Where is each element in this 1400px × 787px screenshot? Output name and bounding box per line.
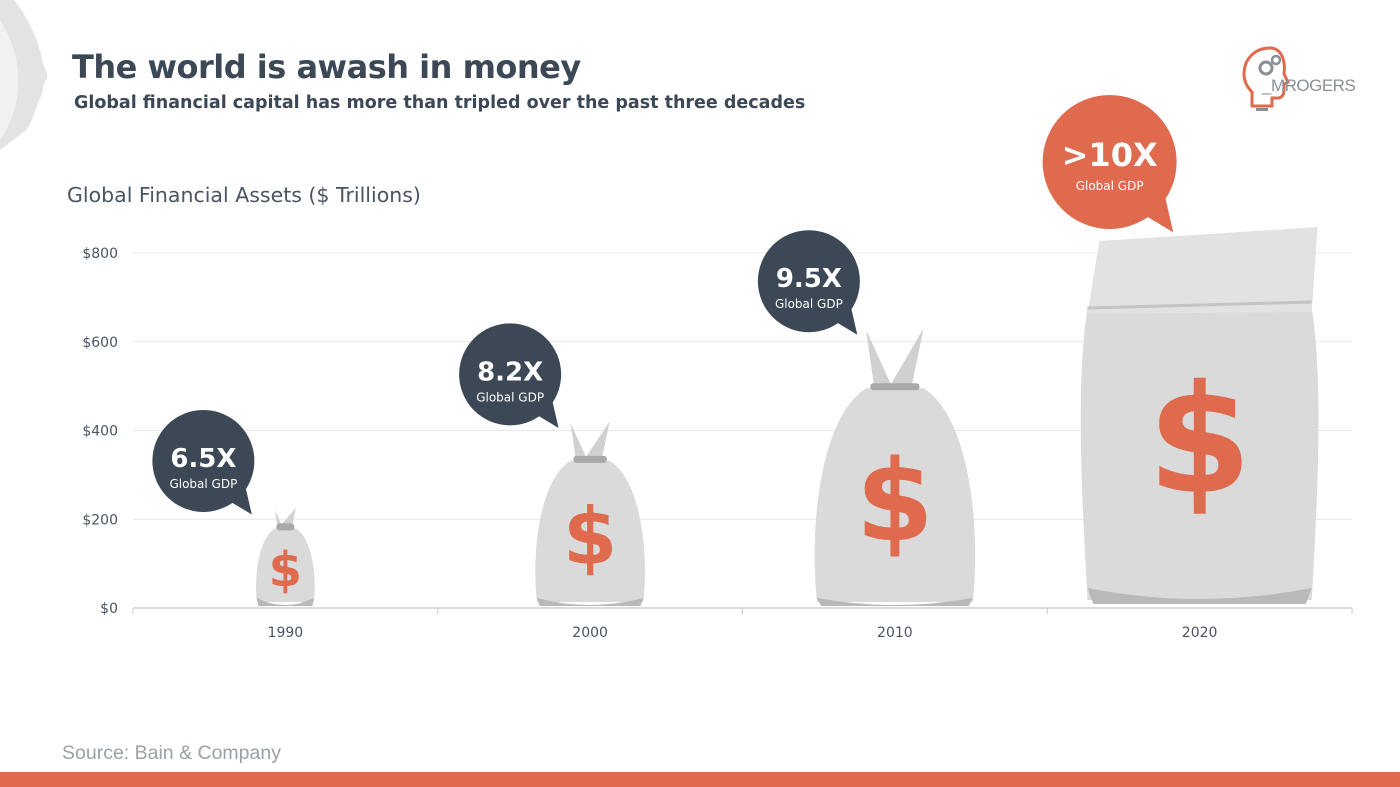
bag-knot	[866, 328, 924, 389]
bag-body	[1080, 308, 1319, 600]
gdp-bubble-1990: 6.5X Global GDP	[152, 409, 255, 515]
bubble-value: 9.5X	[776, 264, 842, 294]
bubble-circle	[459, 323, 562, 426]
bag-top	[1087, 227, 1318, 315]
y-tick-label: $400	[82, 424, 118, 440]
chart: $ $ $ $ $0 $200 $400 $600 $800 1990 2000 2010 2020 6…	[82, 95, 1353, 641]
bubble-label: Global GDP	[1076, 179, 1144, 193]
money-bag-2000: $	[535, 421, 645, 606]
bag-tie	[276, 523, 295, 531]
bubble-value: 6.5X	[170, 444, 236, 474]
gdp-bubble-2020: >10X Global GDP	[1042, 95, 1177, 233]
bubble-tail	[1139, 188, 1174, 233]
x-tick-label: 2020	[1182, 625, 1218, 641]
gdp-bubble-2000: 8.2X Global GDP	[459, 323, 562, 428]
head-gears-lightbulb-icon	[1242, 46, 1291, 111]
dollar-sign-icon: $	[1147, 354, 1251, 528]
bubble-value: 8.2X	[477, 357, 543, 387]
bag-knot	[570, 421, 610, 461]
y-tick-label: $800	[82, 246, 118, 262]
bag-shadow	[1087, 588, 1312, 604]
bubble-label: Global GDP	[476, 390, 544, 404]
chart-title: Global Financial Assets ($ Trillions)	[67, 183, 421, 207]
bag-shadow	[816, 598, 973, 606]
bag-body	[535, 460, 645, 602]
money-bag-1990: $	[256, 507, 315, 606]
dollar-sign-icon: $	[563, 493, 617, 583]
bag-knot	[274, 507, 296, 529]
face-silhouette-icon	[0, 0, 48, 150]
x-tick-label: 2000	[572, 625, 608, 641]
bag-shadow	[256, 598, 314, 606]
bubble-circle	[152, 409, 255, 512]
page-title: The world is awash in money	[72, 48, 581, 86]
bubble-circle	[757, 230, 860, 333]
bag-tie	[573, 455, 607, 463]
dollar-sign-icon: $	[856, 437, 934, 567]
bubble-label: Global GDP	[169, 477, 237, 491]
bubble-label: Global GDP	[775, 297, 843, 311]
bag-tie	[870, 383, 920, 391]
money-bag-2010: $	[814, 328, 976, 606]
bubble-tail	[831, 301, 858, 335]
x-tick-label: 1990	[268, 625, 304, 641]
dollar-sign-icon: $	[269, 542, 302, 598]
bag-body	[814, 388, 976, 602]
bag-fold	[1087, 300, 1312, 310]
logo-text: _MROGERS	[1262, 76, 1356, 95]
bag-shadow	[536, 598, 644, 606]
bubble-tail	[226, 481, 252, 515]
bag-body	[256, 528, 315, 602]
y-tick-label: $200	[82, 512, 118, 528]
gdp-bubble-2010: 9.5X Global GDP	[757, 230, 860, 335]
footer-bar	[0, 772, 1400, 787]
bubble-circle	[1042, 95, 1177, 229]
source-note: Source: Bain & Company	[62, 742, 281, 764]
x-tick-label: 2010	[877, 625, 913, 641]
y-tick-label: $600	[82, 335, 118, 351]
bubble-tail	[533, 394, 559, 428]
page-subtitle: Global financial capital has more than t…	[74, 93, 806, 113]
bubble-value: >10X	[1062, 136, 1158, 174]
y-tick-label: $0	[100, 601, 118, 617]
money-bag-2020: $	[1080, 227, 1319, 604]
